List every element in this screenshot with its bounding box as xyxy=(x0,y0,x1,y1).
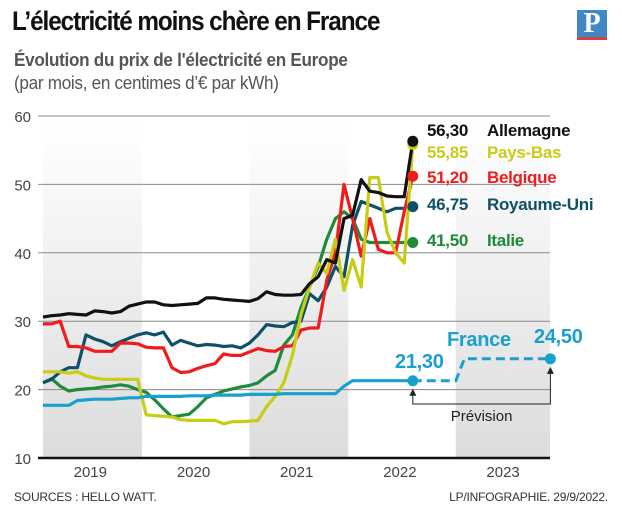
value-label-belgique: 51,20 xyxy=(427,168,468,187)
series-label-allemagne: Allemagne xyxy=(487,121,570,140)
page-title: L’électricité moins chère en France xyxy=(12,6,380,36)
series-label-italie: Italie xyxy=(487,231,524,250)
value-label-italie: 41,50 xyxy=(427,231,468,250)
source-note: SOURCES : HELLO WATT. xyxy=(14,490,157,504)
forecast-end-point xyxy=(544,353,556,365)
forecast-bracket xyxy=(412,367,551,405)
series-line-royaume-uni xyxy=(42,199,414,385)
y-tick-label: 20 xyxy=(14,383,31,400)
y-tick-label: 50 xyxy=(14,177,31,194)
forecast-value-label: 24,50 xyxy=(534,326,583,348)
series-line-pays-bas xyxy=(43,144,415,426)
value-label-royaume-uni: 46,75 xyxy=(427,195,468,214)
y-tick-label: 30 xyxy=(14,314,31,331)
x-tick-label: 2020 xyxy=(177,464,210,481)
arrow-up-icon xyxy=(409,388,417,396)
series-line-france xyxy=(43,379,413,407)
le-parisien-logo: PP xyxy=(577,10,607,40)
x-tick-label: 2019 xyxy=(74,464,107,481)
value-label-pays-bas: 55,85 xyxy=(427,143,468,162)
unit-note: (par mois, en centimes d’€ par kWh) xyxy=(14,73,279,93)
end-point-france xyxy=(407,375,419,387)
value-label-allemagne: 56,30 xyxy=(427,121,468,140)
y-tick-label: 60 xyxy=(14,109,31,126)
forecast-label: Prévision xyxy=(451,408,513,425)
series-label-pays-bas: Pays-Bas xyxy=(487,143,561,162)
end-point-royaume-uni xyxy=(407,201,419,213)
end-point-allemagne xyxy=(407,135,419,147)
series-line-belgique xyxy=(43,175,415,375)
series-label-belgique: Belgique xyxy=(487,168,556,187)
series-line-allemagne xyxy=(42,141,415,319)
year-band-2023 xyxy=(455,124,550,458)
series-label-france: France xyxy=(447,329,511,351)
arrow-up-icon xyxy=(546,366,554,374)
chart-subtitle: Évolution du prix de l'électricité en Eu… xyxy=(14,50,348,70)
credit-note: LP/INFOGRAPHIE. 29/9/2022. xyxy=(449,490,608,504)
x-tick-label: 2021 xyxy=(280,464,313,481)
series-label-royaume-uni: Royaume-Uni xyxy=(487,195,593,214)
end-point-belgique xyxy=(407,170,419,182)
x-tick-label: 2023 xyxy=(486,464,519,481)
y-tick-label: 40 xyxy=(14,246,31,263)
end-point-italie xyxy=(407,237,419,249)
y-tick-label: 10 xyxy=(14,451,31,468)
forecast-line-france xyxy=(412,357,551,383)
value-label-france: 21,30 xyxy=(395,351,444,373)
year-band-2019 xyxy=(43,124,142,458)
x-tick-label: 2022 xyxy=(383,464,416,481)
